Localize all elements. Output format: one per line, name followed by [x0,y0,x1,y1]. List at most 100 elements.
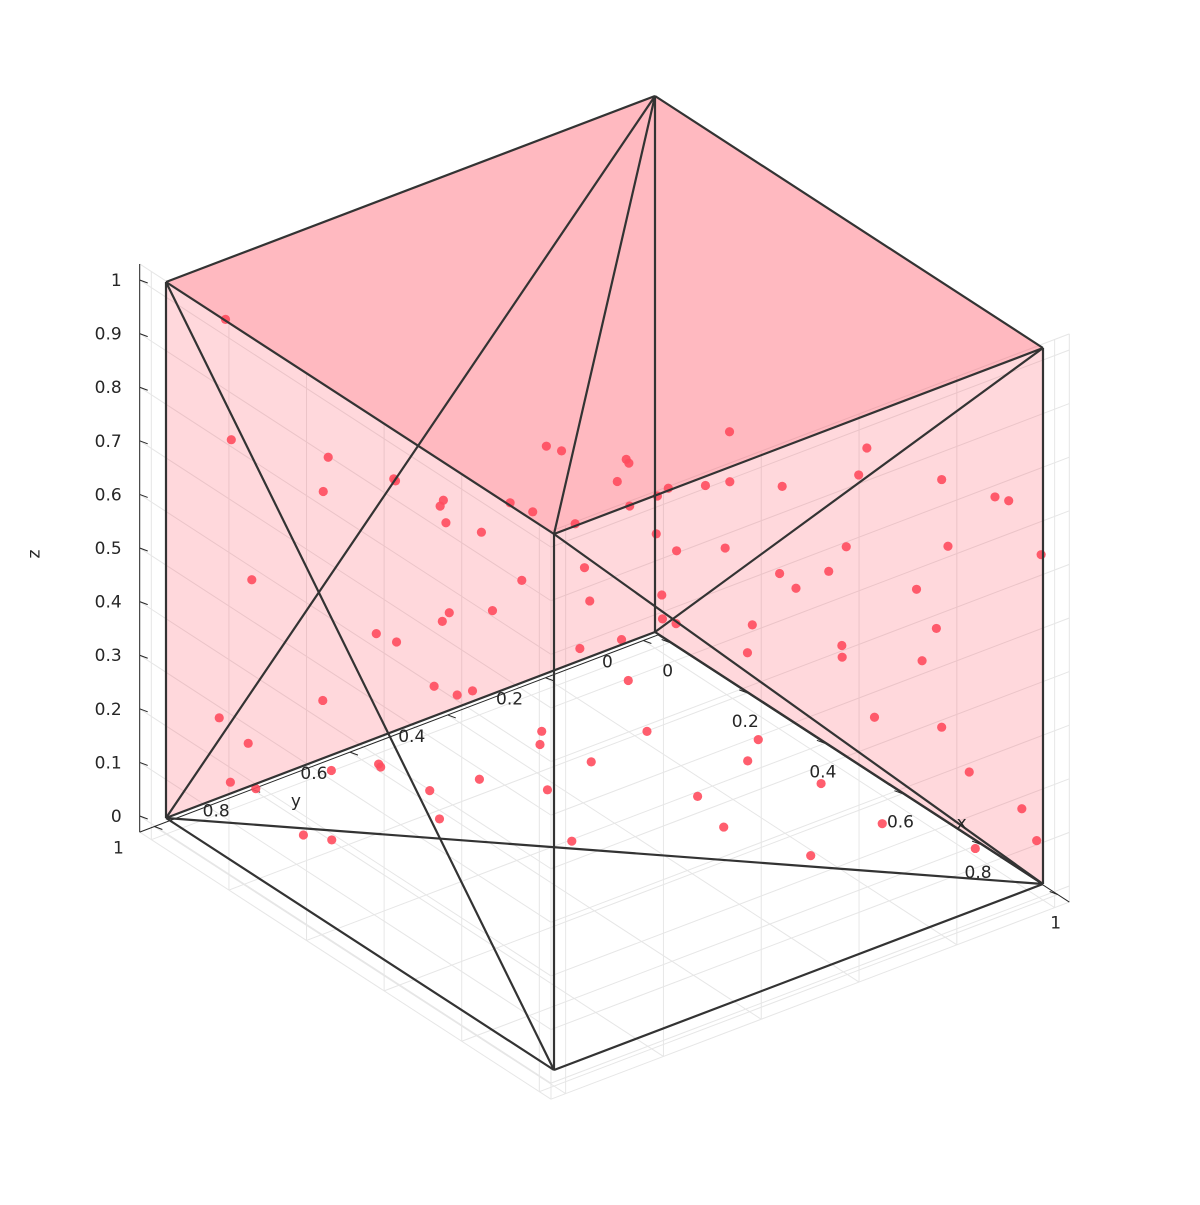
data-point [917,656,927,666]
data-point [243,738,253,748]
grid-line-z-wall-y [139,815,552,1084]
data-point [854,470,864,480]
x-tick [894,790,903,795]
data-point [556,446,567,456]
y-tick [545,677,554,682]
grid-line-y-floor [154,826,566,1095]
grid-line-x-floor [383,793,903,992]
grid-line-x-floor [461,843,981,1042]
axis-box-edge [139,831,552,1100]
data-point [226,435,236,445]
data-point [747,620,757,630]
data-point [537,726,547,736]
cube-edge [553,346,1044,536]
grid-line-z-wall-x [550,403,1070,602]
z-tick-label: 0.6 [95,485,122,505]
grid-line-z-wall-x [550,831,1070,1031]
grid-line-y-floor [251,788,664,1057]
data-point [700,480,711,491]
cube-edge [165,816,1044,886]
z-tick [139,708,148,713]
z-tick-label: 0 [111,807,122,827]
z-tick-label: 0.5 [95,539,122,559]
x-tick-label: 0.2 [732,712,759,732]
z-tick [139,493,148,498]
data-point [1004,496,1014,506]
data-point [725,477,735,487]
x-tick [739,689,748,694]
x-tick [1049,891,1058,895]
y-axis-label: y [291,792,301,812]
data-point [791,583,801,593]
grid-line-z-wall-x [550,778,1070,977]
grid-line-z-wall-x [550,671,1070,870]
cube-edge [654,631,1044,885]
z-tick [139,279,148,284]
data-point [1017,804,1027,814]
data-point [743,756,753,766]
data-point [937,474,947,485]
data-point [327,835,337,845]
cube-edge [165,281,555,1071]
labels-layer: x y z [25,549,967,833]
data-point [911,584,922,594]
data-point [841,542,851,552]
data-point [567,836,577,846]
data-point [429,681,439,691]
z-tick-label: 0.4 [95,593,122,613]
grid-line-z-wall-x [550,724,1070,923]
z-tick-label: 0.2 [95,700,122,720]
data-point [435,501,445,511]
grid-line-y-floor [447,714,860,983]
cube-edge [165,94,656,284]
data-point [616,634,627,645]
z-tick [139,761,148,766]
y-tick-label: 0 [602,653,613,673]
data-point [434,814,445,824]
data-point [657,590,667,600]
grid-line-z-wall-x [550,885,1070,1084]
data-point [869,712,880,722]
cube-edge [553,882,1044,1072]
data-point [441,518,451,528]
z-tick-label: 0.8 [95,378,122,398]
data-point [528,507,538,517]
grid-line-z-wall-y [139,494,552,762]
x-axis-label: x [957,814,967,834]
data-point [837,652,847,662]
data-point [1032,836,1042,846]
data-point [251,784,261,794]
y-tick-label: 1 [113,839,124,859]
z-axis-label: z [25,549,45,558]
grid-line-z-wall-y [139,654,552,923]
grid-line-x-floor [539,894,1058,1093]
x-tick-label: 0 [662,662,673,682]
y-tick [349,751,359,756]
data-point [671,546,682,556]
data-point [624,458,634,468]
data-point [476,527,487,537]
data-point [535,739,545,750]
z-tick [139,815,148,820]
cube-edge [165,281,555,535]
z-tick-label: 0.7 [95,432,122,452]
data-point [943,541,953,551]
data-point [517,575,527,585]
data-point [990,492,1000,502]
grid-line-z-wall-y [139,333,552,602]
x-tick [661,639,670,643]
data-point [612,476,622,487]
data-point [542,785,553,795]
data-point [247,575,257,585]
cube-edge [165,817,555,1071]
cube-edge [165,630,656,820]
data-point [777,481,787,491]
grid-line-z-wall-x [550,510,1070,709]
y-tick [643,640,652,644]
data-point [318,695,328,706]
x-tick [816,739,826,744]
data-point [579,563,590,573]
y-tick-label: 0.2 [496,690,523,710]
faces-layer [166,96,1043,884]
